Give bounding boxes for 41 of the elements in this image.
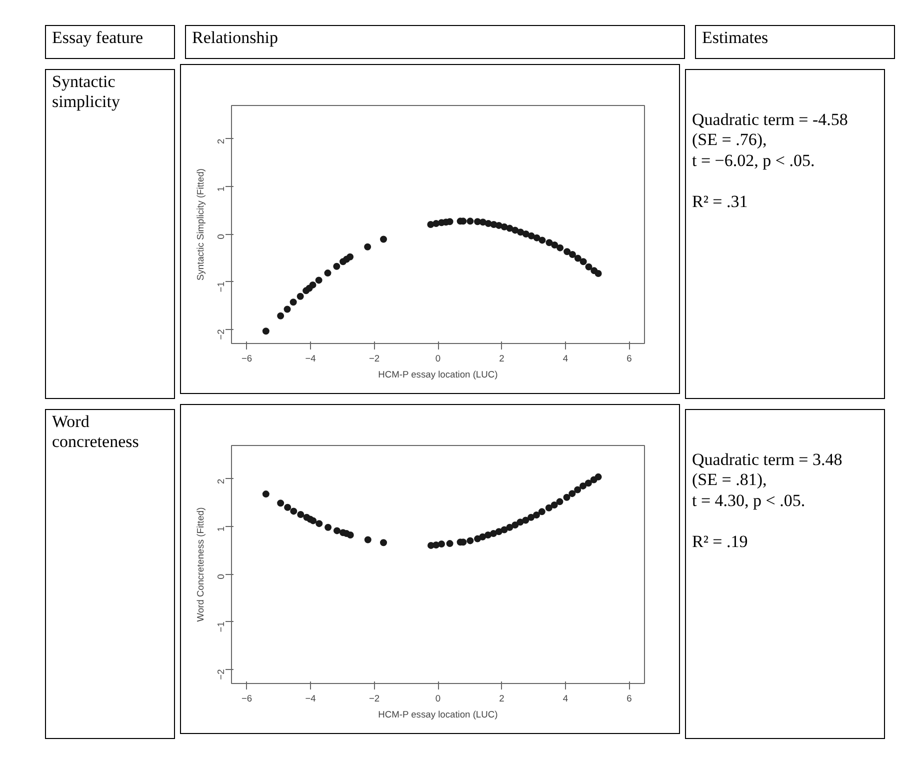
y-axis-title: Word Concreteness (Fitted) [196, 507, 206, 622]
x-tick-label: 4 [562, 694, 568, 704]
y-tick-label: 1 [216, 186, 226, 192]
x-tick-label: −2 [368, 694, 380, 704]
x-tick-label: 0 [435, 694, 441, 704]
text: t = 4.30, p < .05. [692, 490, 806, 510]
text: (SE = .81), [692, 470, 767, 490]
y-tick-label: 0 [216, 234, 226, 240]
y-tick-label: −1 [216, 282, 226, 292]
y-tick-label: 1 [216, 526, 226, 532]
x-tick-label: 2 [499, 694, 504, 704]
text: Word concreteness [52, 412, 140, 453]
x-tick-label: 6 [626, 354, 632, 364]
x-tick-label: 4 [562, 354, 568, 364]
text: t = −6.02, p < .05. [692, 150, 815, 170]
y-axis-title: Syntactic Simplicity (Fitted) [196, 168, 206, 280]
x-tick-label: −4 [305, 694, 316, 704]
y-tick-label: 2 [216, 138, 226, 144]
text: Syntactic simplicity [52, 72, 121, 113]
y-tick-label: −2 [216, 329, 226, 340]
text: Essay feature [52, 28, 144, 48]
text: Relationship [192, 28, 278, 48]
x-tick-label: −2 [368, 354, 380, 364]
text: R² = .19 [692, 532, 748, 551]
y-tick-label: −1 [216, 622, 226, 632]
x-axis-title: HCM-P essay location (LUC) [378, 370, 498, 380]
text: R² = .31 [692, 192, 748, 211]
text: Estimates [702, 28, 768, 48]
text: Quadratic term = -4.58 [692, 110, 848, 129]
text: (SE = .76), [692, 130, 767, 150]
x-tick-label: −6 [241, 354, 252, 364]
x-tick-label: −4 [305, 354, 316, 364]
x-axis-title: HCM-P essay location (LUC) [378, 710, 498, 720]
y-tick-label: −2 [216, 669, 226, 680]
y-tick-label: 2 [216, 478, 226, 484]
x-tick-label: 6 [626, 694, 632, 704]
y-tick-label: 0 [216, 574, 226, 580]
x-tick-label: 0 [435, 354, 441, 364]
text: Quadratic term = 3.48 [692, 450, 842, 469]
x-tick-label: 2 [499, 354, 504, 364]
x-tick-label: −6 [241, 694, 252, 704]
